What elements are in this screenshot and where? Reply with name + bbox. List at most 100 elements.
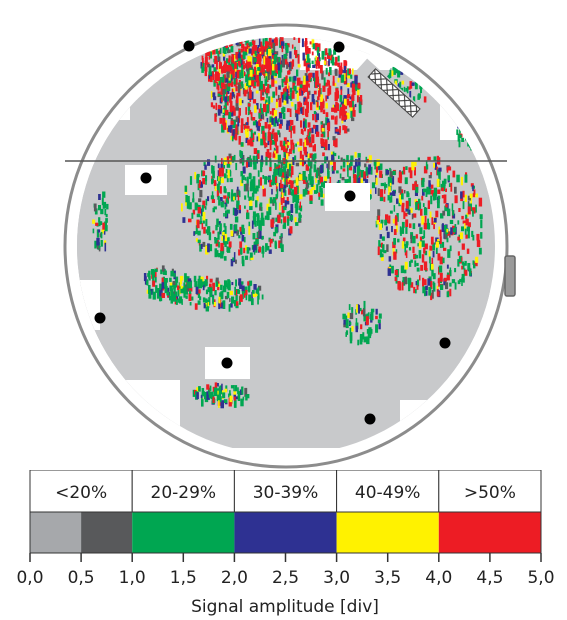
indication-mark (373, 160, 377, 166)
indication-mark (233, 192, 237, 201)
indication-mark (220, 284, 223, 290)
indication-mark (102, 191, 106, 198)
indication-mark (256, 217, 259, 226)
indication-mark (350, 155, 354, 162)
indication-mark (379, 163, 383, 170)
indication-mark (295, 162, 300, 167)
indication-mark (243, 64, 246, 70)
indication-mark (349, 164, 351, 168)
indication-mark (343, 323, 346, 328)
indication-mark (208, 51, 212, 59)
indication-mark (334, 68, 338, 76)
indication-mark (301, 38, 304, 48)
indication-mark (399, 81, 402, 88)
indication-mark (186, 202, 189, 209)
indication-mark (423, 247, 426, 254)
indication-mark (237, 387, 239, 395)
indication-mark (281, 79, 284, 88)
indication-mark (302, 171, 306, 180)
indication-mark (460, 191, 463, 199)
indication-mark (271, 78, 275, 87)
indication-mark (269, 84, 272, 89)
indication-mark (287, 152, 290, 157)
indication-mark (223, 213, 225, 217)
indication-mark (313, 184, 316, 191)
indication-mark (226, 209, 230, 214)
indication-mark (404, 261, 408, 270)
amplitude-legend: <20% 20-29% 30-39% 40-49% >50% 0,0 0,5 1,0 1,5 2… (16, 470, 555, 617)
legend-color-swatch (336, 512, 439, 553)
indication-mark (423, 222, 427, 230)
indication-mark (296, 92, 299, 102)
indication-mark (258, 179, 260, 189)
indication-mark (268, 198, 271, 204)
indication-mark (207, 243, 210, 253)
indication-mark (201, 55, 204, 60)
indication-mark (359, 178, 363, 183)
indication-mark (224, 204, 227, 210)
indication-mark (327, 144, 330, 151)
indication-mark (248, 43, 250, 48)
indication-mark (320, 65, 323, 74)
legend-tick-label: 3,0 (323, 568, 350, 588)
indication-mark (429, 245, 433, 251)
indication-mark (439, 236, 442, 244)
indication-mark (338, 155, 340, 159)
indication-mark (241, 84, 244, 89)
indication-mark (223, 223, 226, 228)
indication-mark (262, 97, 265, 101)
indication-mark (203, 303, 206, 309)
indication-mark (264, 176, 267, 185)
indication-mark (353, 174, 357, 183)
indication-mark (259, 223, 262, 231)
indication-mark (223, 195, 227, 199)
indication-mark (92, 228, 95, 234)
indication-mark (442, 210, 446, 216)
indication-mark (161, 288, 163, 295)
indication-mark (274, 137, 277, 146)
indication-mark (207, 302, 210, 307)
indication-mark (457, 236, 460, 241)
indication-mark (316, 113, 319, 121)
indication-mark (452, 170, 456, 178)
indication-mark (287, 217, 290, 226)
indication-mark (292, 194, 294, 203)
indication-mark (309, 189, 313, 195)
indication-mark (230, 45, 234, 53)
indication-mark (414, 82, 418, 90)
indication-mark (271, 49, 274, 54)
indication-mark (392, 66, 396, 75)
indication-mark (195, 238, 198, 242)
indication-mark (202, 297, 206, 303)
indication-mark (298, 37, 301, 43)
indication-mark (429, 211, 432, 218)
indication-mark (335, 88, 339, 95)
indication-mark (464, 223, 466, 229)
indication-mark (246, 117, 249, 126)
indication-mark (424, 243, 428, 250)
indication-mark (340, 107, 343, 116)
indication-mark (377, 215, 380, 222)
indication-mark (307, 129, 310, 136)
indication-mark (292, 142, 295, 150)
indication-mark (337, 129, 340, 135)
indication-mark (238, 190, 241, 198)
indication-mark (473, 264, 476, 269)
indication-mark (383, 189, 386, 194)
indication-mark (212, 105, 216, 109)
indication-mark (300, 147, 302, 151)
indication-mark (95, 222, 99, 226)
indication-mark (265, 243, 267, 252)
indication-mark (316, 76, 319, 85)
indication-mark (305, 37, 308, 46)
indication-mark (431, 257, 434, 267)
indication-mark (340, 86, 343, 91)
indication-mark (312, 114, 315, 121)
indication-mark (215, 277, 219, 282)
indication-mark (466, 226, 470, 232)
indication-mark (221, 78, 224, 88)
indication-mark (226, 163, 231, 168)
indication-mark (101, 197, 104, 206)
indication-mark (229, 223, 233, 230)
indication-mark (410, 207, 413, 213)
